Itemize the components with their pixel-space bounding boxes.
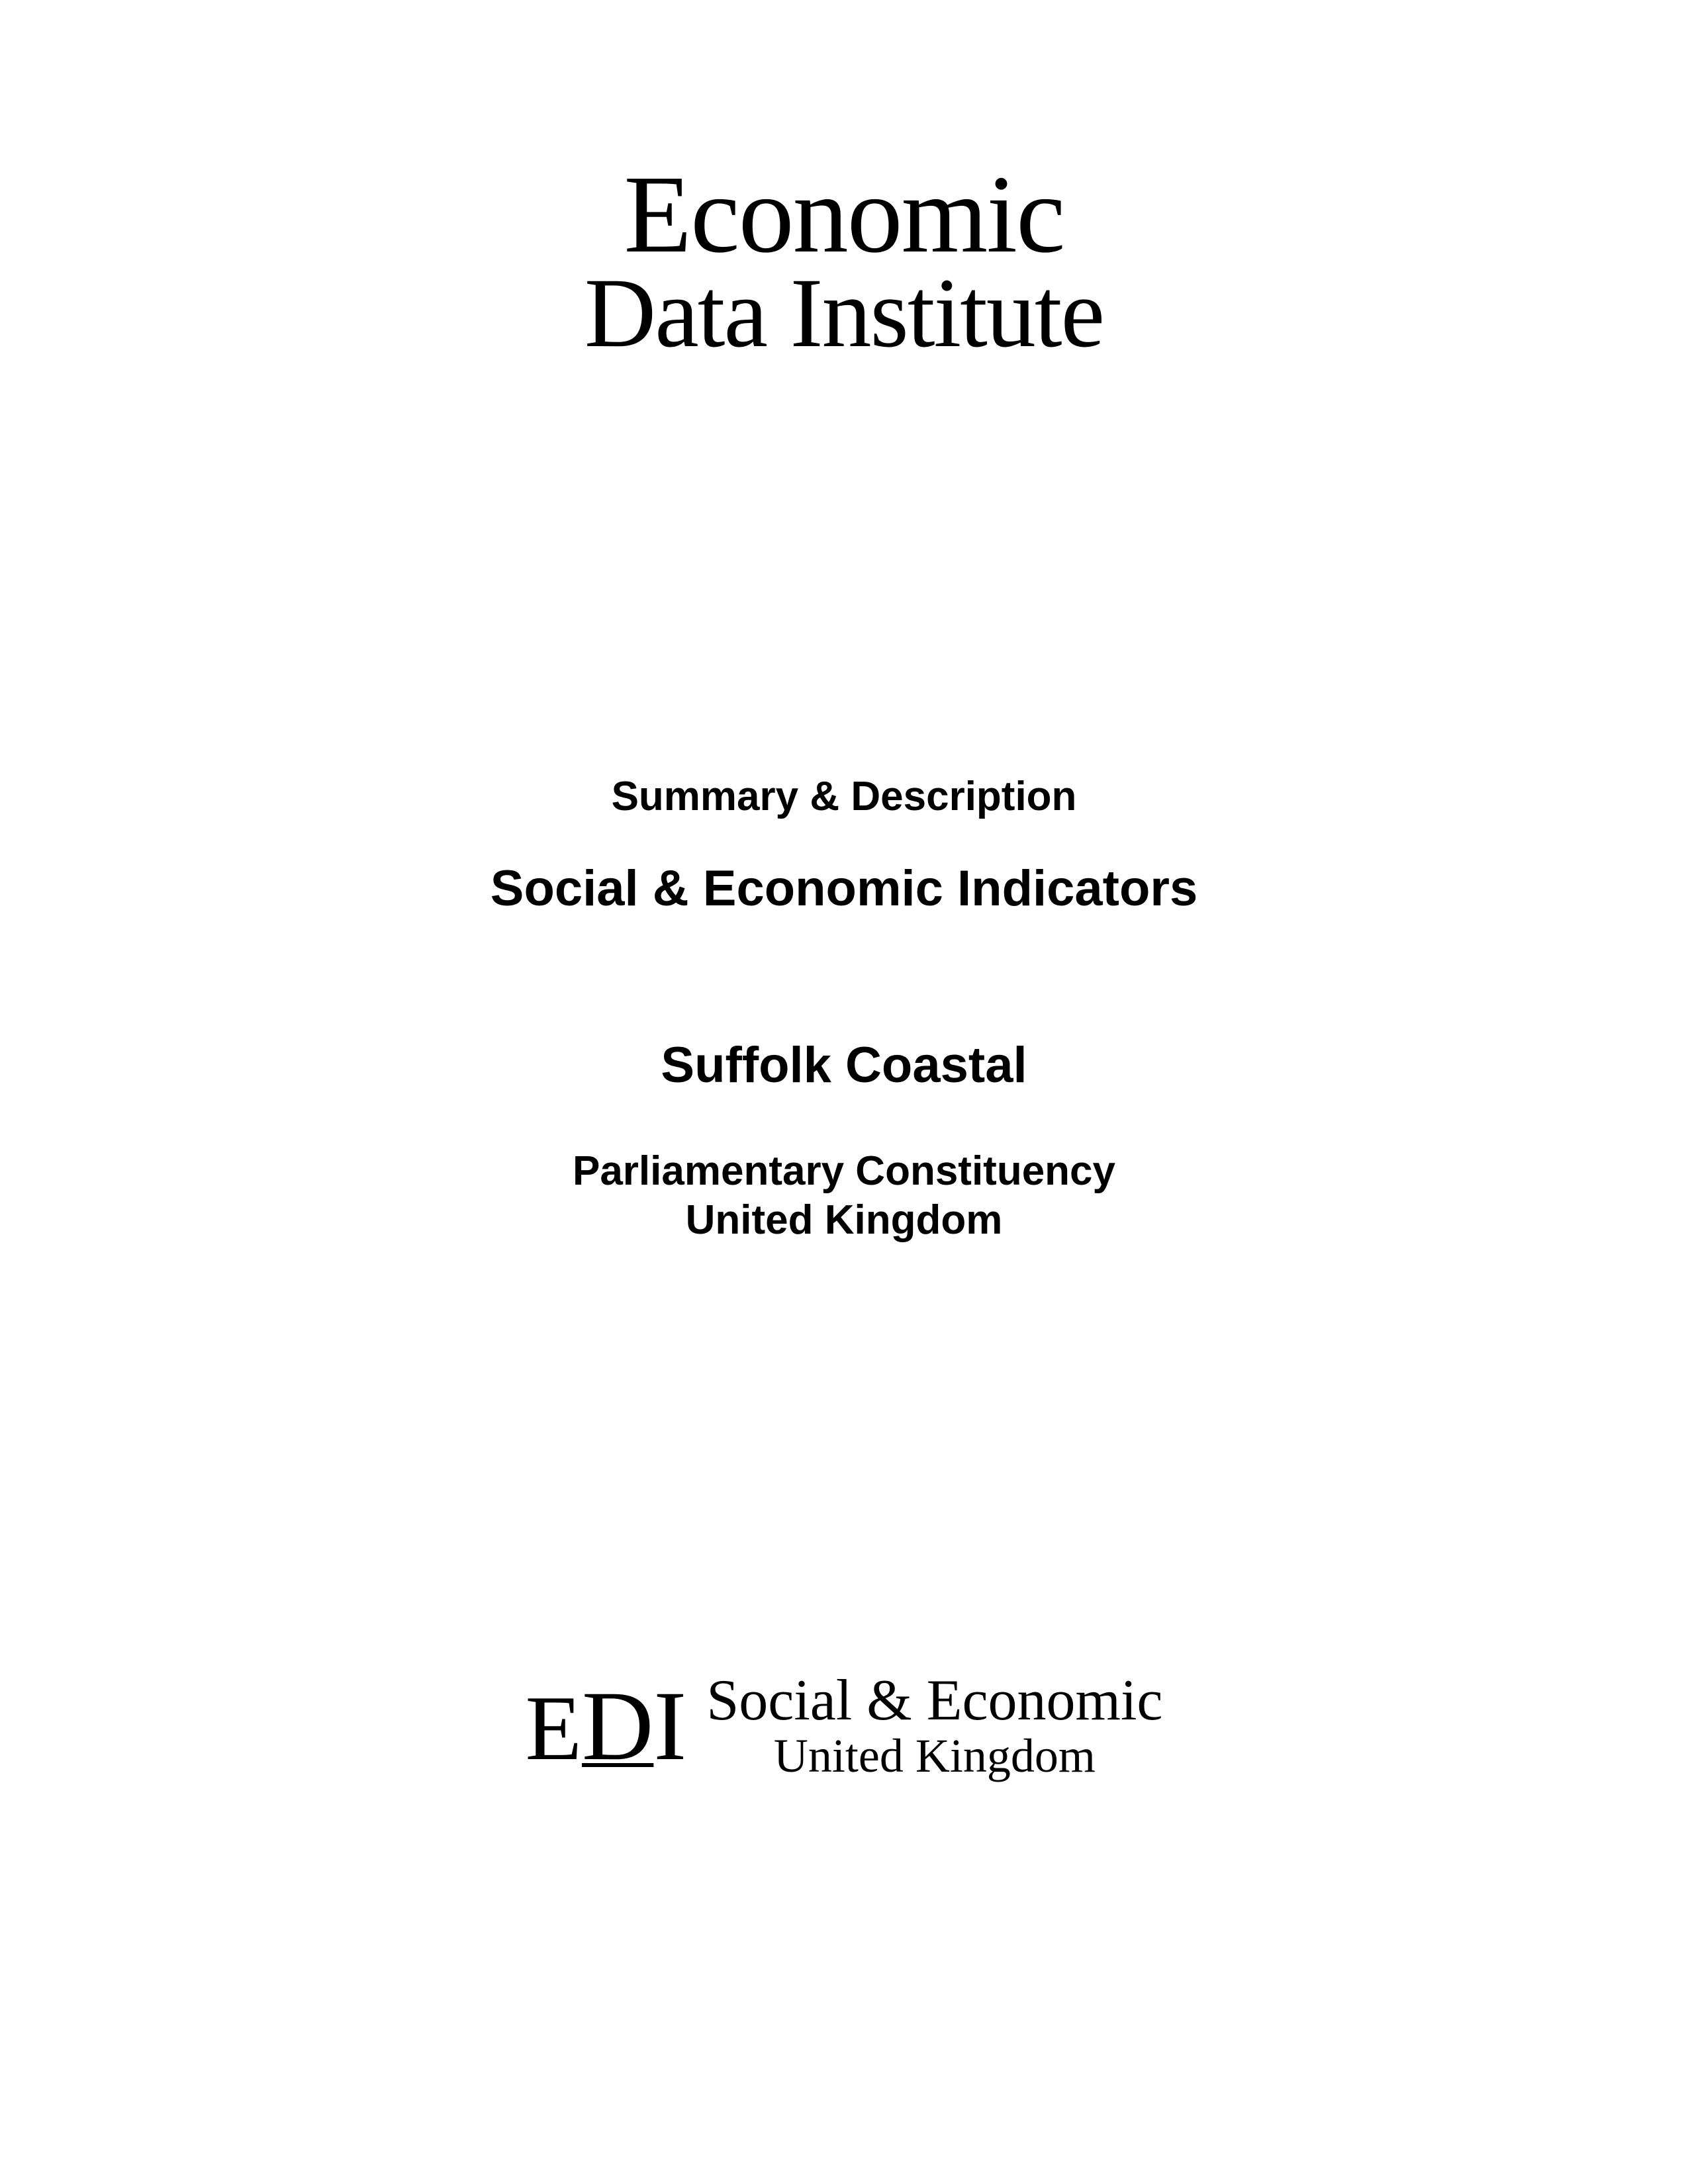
constituency-block: Parliamentary Constituency United Kingdo… [573, 1147, 1115, 1246]
header-logo-line2: Data Institute [585, 263, 1103, 363]
footer-logo-abbr: EDI [526, 1669, 687, 1783]
footer-logo-letter-i: I [653, 1669, 686, 1783]
location-name: Suffolk Coastal [661, 1036, 1027, 1094]
header-logo-line1: Economic [585, 159, 1103, 270]
header-logo: Economic Data Institute [585, 159, 1103, 363]
footer-logo-text: Social & Economic United Kingdom [706, 1670, 1162, 1782]
constituency-line2: United Kingdom [573, 1196, 1115, 1245]
main-title: Social & Economic Indicators [491, 860, 1198, 917]
footer-logo: EDI Social & Economic United Kingdom [526, 1669, 1163, 1783]
footer-logo-letter-d: D [582, 1669, 653, 1783]
constituency-line1: Parliamentary Constituency [573, 1147, 1115, 1196]
footer-logo-letter-e: E [526, 1675, 583, 1782]
footer-logo-text-line1: Social & Economic [706, 1670, 1162, 1731]
footer-logo-text-line2: United Kingdom [706, 1731, 1162, 1782]
document-page: Economic Data Institute Summary & Descri… [0, 0, 1688, 2184]
subtitle-summary: Summary & Description [612, 773, 1077, 820]
